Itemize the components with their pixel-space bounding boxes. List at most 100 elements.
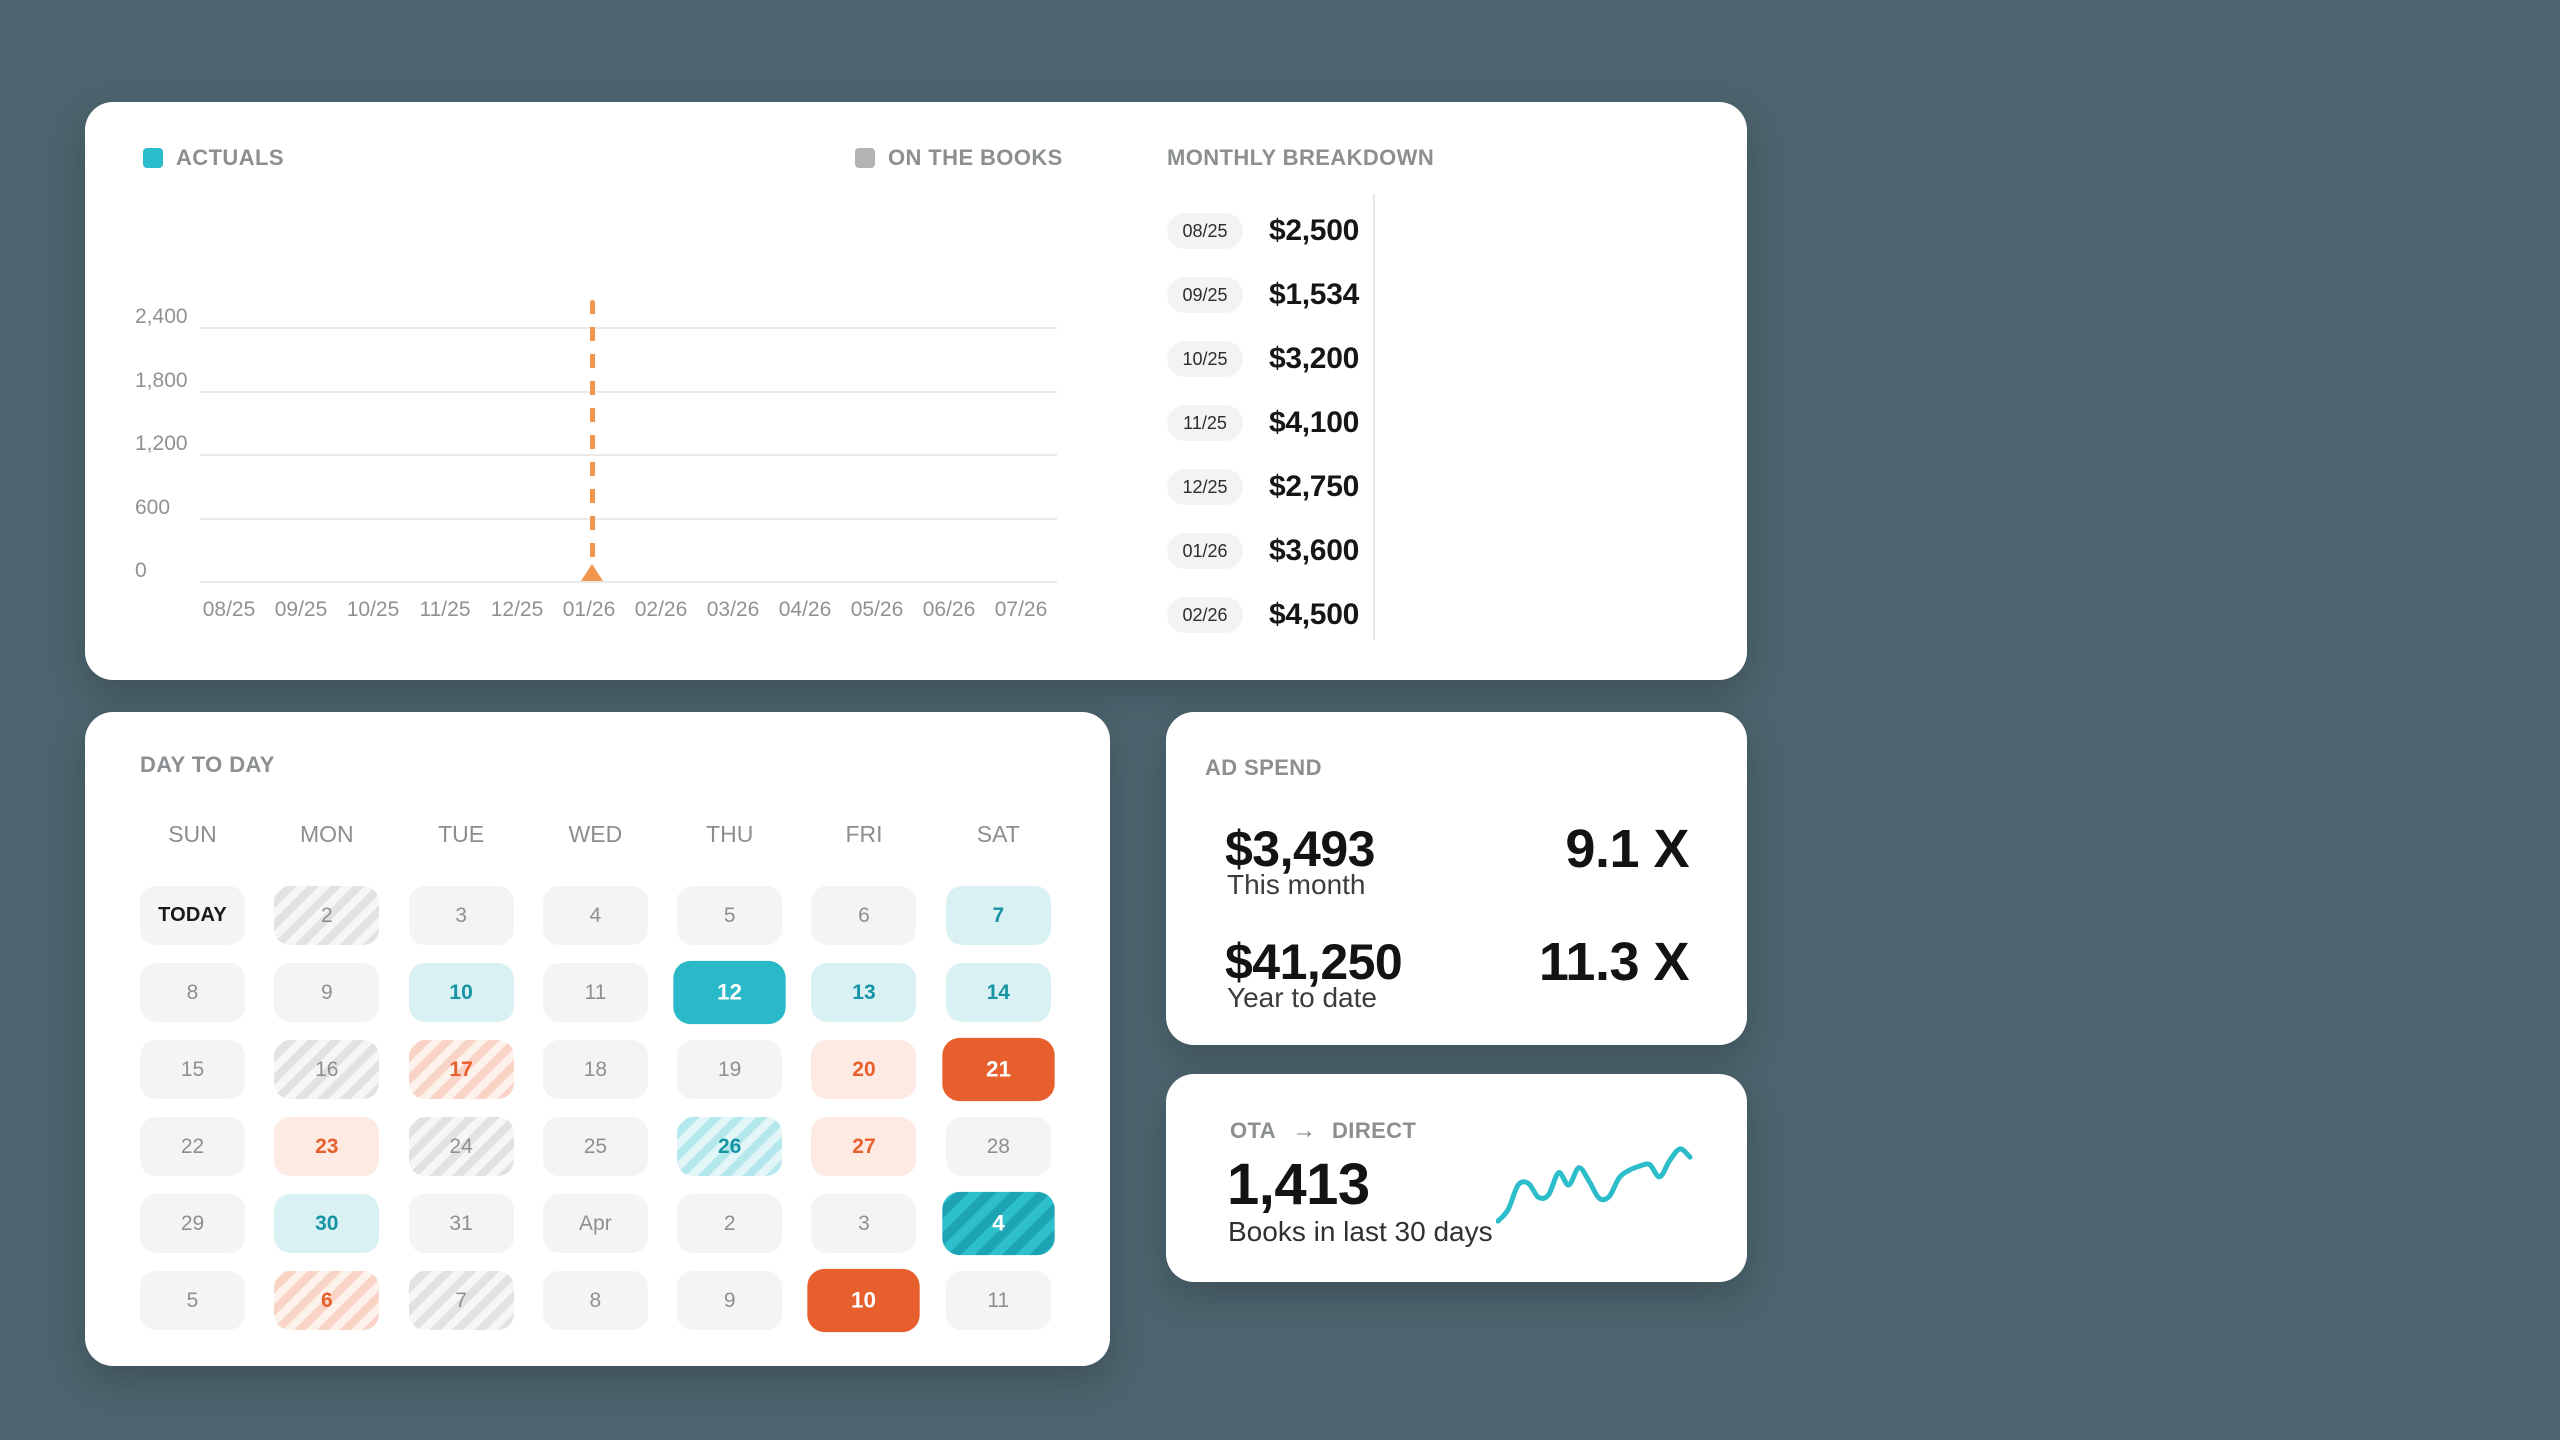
ad-spend-amount: $41,250 xyxy=(1225,934,1403,990)
books-count: 1,413 xyxy=(1227,1152,1370,1217)
actuals-swatch-icon xyxy=(143,148,163,168)
x-axis-label: 01/26 xyxy=(562,598,616,621)
day-header: SUN xyxy=(168,821,217,847)
monthly-row: 01/26 $3,600 xyxy=(1167,533,1359,569)
calendar-day-cell[interactable]: Apr xyxy=(542,1194,648,1253)
ad-spend-title: AD SPEND xyxy=(1205,755,1322,780)
calendar-day-cell[interactable]: 8 xyxy=(140,963,245,1022)
calendar-day-cell[interactable]: 22 xyxy=(140,1117,245,1176)
month-value: $3,200 xyxy=(1269,342,1359,375)
monthly-breakdown-title: MONTHLY BREAKDOWN xyxy=(1167,145,1435,170)
calendar-day-cell[interactable]: 4 xyxy=(942,1191,1055,1256)
calendar-day-cell[interactable]: 5 xyxy=(140,1271,245,1330)
calendar-day-cell[interactable]: 3 xyxy=(811,1194,917,1253)
calendar-day-cell[interactable]: 8 xyxy=(542,1271,648,1330)
x-axis-label: 03/26 xyxy=(706,598,760,621)
calendar-day-cell[interactable]: 25 xyxy=(542,1117,648,1176)
x-axis-label: 12/25 xyxy=(490,598,544,621)
gridline xyxy=(200,517,1057,520)
calendar-day-cell[interactable]: 11 xyxy=(945,1271,1051,1330)
day-header: FRI xyxy=(845,821,883,847)
calendar-day-cell[interactable]: 4 xyxy=(542,886,648,945)
direct-label: DIRECT xyxy=(1332,1118,1417,1143)
calendar-day-cell[interactable]: 15 xyxy=(140,1040,245,1099)
ota-direct-card: OTA → DIRECT 1,413 Books in last 30 days xyxy=(1166,1074,1747,1282)
calendar-day-cell[interactable]: 27 xyxy=(811,1117,917,1176)
calendar-day-cell[interactable]: 7 xyxy=(408,1271,514,1330)
month-value: $2,500 xyxy=(1269,214,1359,247)
calendar-day-cell[interactable]: 28 xyxy=(945,1117,1051,1176)
month-pill: 10/25 xyxy=(1167,341,1243,377)
calendar-day-cell[interactable]: 23 xyxy=(274,1117,380,1176)
gridline xyxy=(200,390,1057,393)
month-value: $3,600 xyxy=(1269,534,1359,567)
calendar-day-cell[interactable]: 26 xyxy=(677,1117,783,1176)
day-header: MON xyxy=(299,821,354,847)
calendar-day-cell[interactable]: 9 xyxy=(677,1271,783,1330)
calendar-day-cell[interactable]: 2 xyxy=(677,1194,783,1253)
roas-multiple: 9.1 X xyxy=(1565,819,1689,879)
calendar-day-cell[interactable]: 29 xyxy=(140,1194,245,1253)
calendar-day-cell[interactable]: 3 xyxy=(408,886,514,945)
calendar-day-cell[interactable]: TODAY xyxy=(140,886,245,945)
y-axis-label: 1,800 xyxy=(135,368,188,392)
today-marker-line xyxy=(590,300,595,563)
ad-spend-period-label: Year to date xyxy=(1227,982,1377,1013)
monthly-row: 10/25 $3,200 xyxy=(1167,341,1359,377)
month-value: $1,534 xyxy=(1269,278,1359,311)
calendar-day-cell[interactable]: 17 xyxy=(408,1040,514,1099)
monthly-row: 02/26 $4,500 xyxy=(1167,597,1359,633)
calendar-day-cell[interactable]: 13 xyxy=(811,963,917,1022)
month-pill: 12/25 xyxy=(1167,469,1243,505)
gridline xyxy=(200,327,1057,329)
ad-spend-card: AD SPEND $3,493 This month 9.1 X $41,250 Yea… xyxy=(1166,712,1747,1045)
legend-label-actuals: ACTUALS xyxy=(176,145,284,170)
monthly-breakdown-divider xyxy=(1373,194,1375,640)
legend-item-actuals[interactable]: ACTUALS xyxy=(143,145,284,171)
monthly-row: 08/25 $2,500 xyxy=(1167,213,1359,249)
x-axis-label: 02/26 xyxy=(634,598,688,621)
y-axis-label: 2,400 xyxy=(135,305,188,328)
calendar-day-cell[interactable]: 11 xyxy=(542,963,648,1022)
calendar-day-cell[interactable]: 10 xyxy=(408,963,514,1022)
calendar-day-cell[interactable]: 5 xyxy=(677,886,783,945)
y-axis-label: 1,200 xyxy=(135,432,188,455)
x-axis-label: 08/25 xyxy=(202,598,256,621)
ad-spend-amount: $3,493 xyxy=(1225,821,1375,877)
monthly-row: 09/25 $1,534 xyxy=(1167,277,1359,313)
calendar-day-cell[interactable]: 14 xyxy=(945,963,1051,1022)
day-header: THU xyxy=(706,821,754,847)
monthly-breakdown-list: 08/25 $2,500 09/25 $1,534 10/25 $3,200 11/25 $4… xyxy=(1167,213,1359,633)
legend-item-on-the-books[interactable]: ON THE BOOKS xyxy=(855,145,1063,171)
x-axis-label: 04/26 xyxy=(778,598,832,621)
calendar-day-cell[interactable]: 19 xyxy=(677,1040,783,1099)
month-pill: 08/25 xyxy=(1167,213,1243,249)
calendar-day-cell[interactable]: 30 xyxy=(274,1194,380,1253)
calendar-day-cell[interactable]: 9 xyxy=(274,963,380,1022)
legend-label-on-the-books: ON THE BOOKS xyxy=(888,145,1063,170)
calendar-day-cell[interactable]: 21 xyxy=(942,1037,1055,1102)
calendar-day-cell[interactable]: 6 xyxy=(811,886,917,945)
arrow-right-icon: → xyxy=(1292,1117,1317,1144)
monthly-row: 11/25 $4,100 xyxy=(1167,405,1359,441)
calendar-day-cell[interactable]: 16 xyxy=(274,1040,380,1099)
calendar-day-cell[interactable]: 7 xyxy=(945,886,1051,945)
revenue-chart-card: ACTUALS ON THE BOOKS MONTHLY BREAKDOWN 2… xyxy=(85,102,1747,680)
calendar-day-cell[interactable]: 18 xyxy=(542,1040,648,1099)
calendar-day-cell[interactable]: 24 xyxy=(408,1117,514,1176)
month-pill: 11/25 xyxy=(1167,405,1243,441)
gridline xyxy=(200,581,1057,583)
calendar-day-cell[interactable]: 31 xyxy=(408,1194,514,1253)
ad-spend-row: $3,493 This month 9.1 X xyxy=(1166,819,1747,931)
calendar-day-cell[interactable]: 6 xyxy=(274,1271,380,1330)
monthly-row: 12/25 $2,750 xyxy=(1167,469,1359,505)
month-pill: 02/26 xyxy=(1167,597,1243,633)
calendar-grid: TODAY 2 3 4 5 6 7 8 9 10 11 12 13 14 15 16 17 18 19 20 21 22 2… xyxy=(140,886,1055,1333)
calendar-day-cell[interactable]: 12 xyxy=(673,960,786,1025)
calendar-day-cell[interactable]: 10 xyxy=(807,1268,921,1333)
x-axis-label: 09/25 xyxy=(274,598,328,621)
y-axis-label: 600 xyxy=(135,495,171,519)
calendar-day-cell[interactable]: 20 xyxy=(811,1040,917,1099)
calendar-day-cell[interactable]: 2 xyxy=(274,886,380,945)
on-the-books-swatch-icon xyxy=(855,148,875,168)
